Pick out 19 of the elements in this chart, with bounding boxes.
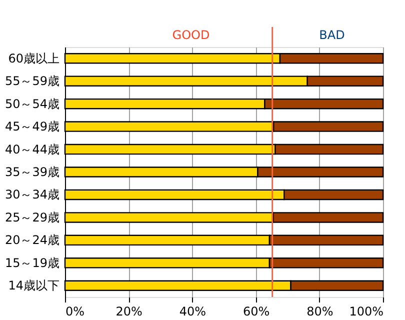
y-tick-label: 25～29歳 <box>4 210 60 224</box>
y-tick-label: 15～19歳 <box>4 256 60 270</box>
x-tick-label: 100% <box>349 304 384 318</box>
text: BAD <box>319 28 345 42</box>
x-tick-label: 20% <box>116 304 142 318</box>
x-tick-label: 0% <box>66 304 85 318</box>
y-tick-label: 20～24歳 <box>4 233 60 248</box>
y-tick-label: 55～59歳 <box>4 74 60 88</box>
x-tick-label: 80% <box>306 304 334 318</box>
y-tick-label: 14歳以下 <box>8 278 60 293</box>
y-tick-label: 30～34歳 <box>4 188 60 202</box>
x-tick-label: 60% <box>242 304 270 318</box>
text: GOOD <box>172 28 210 42</box>
y-tick-label: 60歳以上 <box>8 51 60 66</box>
y-tick-label: 45～49歳 <box>4 120 60 134</box>
y-tick-label: 35～39歳 <box>4 165 60 179</box>
x-tick-label: 40% <box>179 304 206 318</box>
y-tick-label: 50～54歳 <box>4 96 60 111</box>
y-tick-label: 40～44歳 <box>4 142 60 156</box>
